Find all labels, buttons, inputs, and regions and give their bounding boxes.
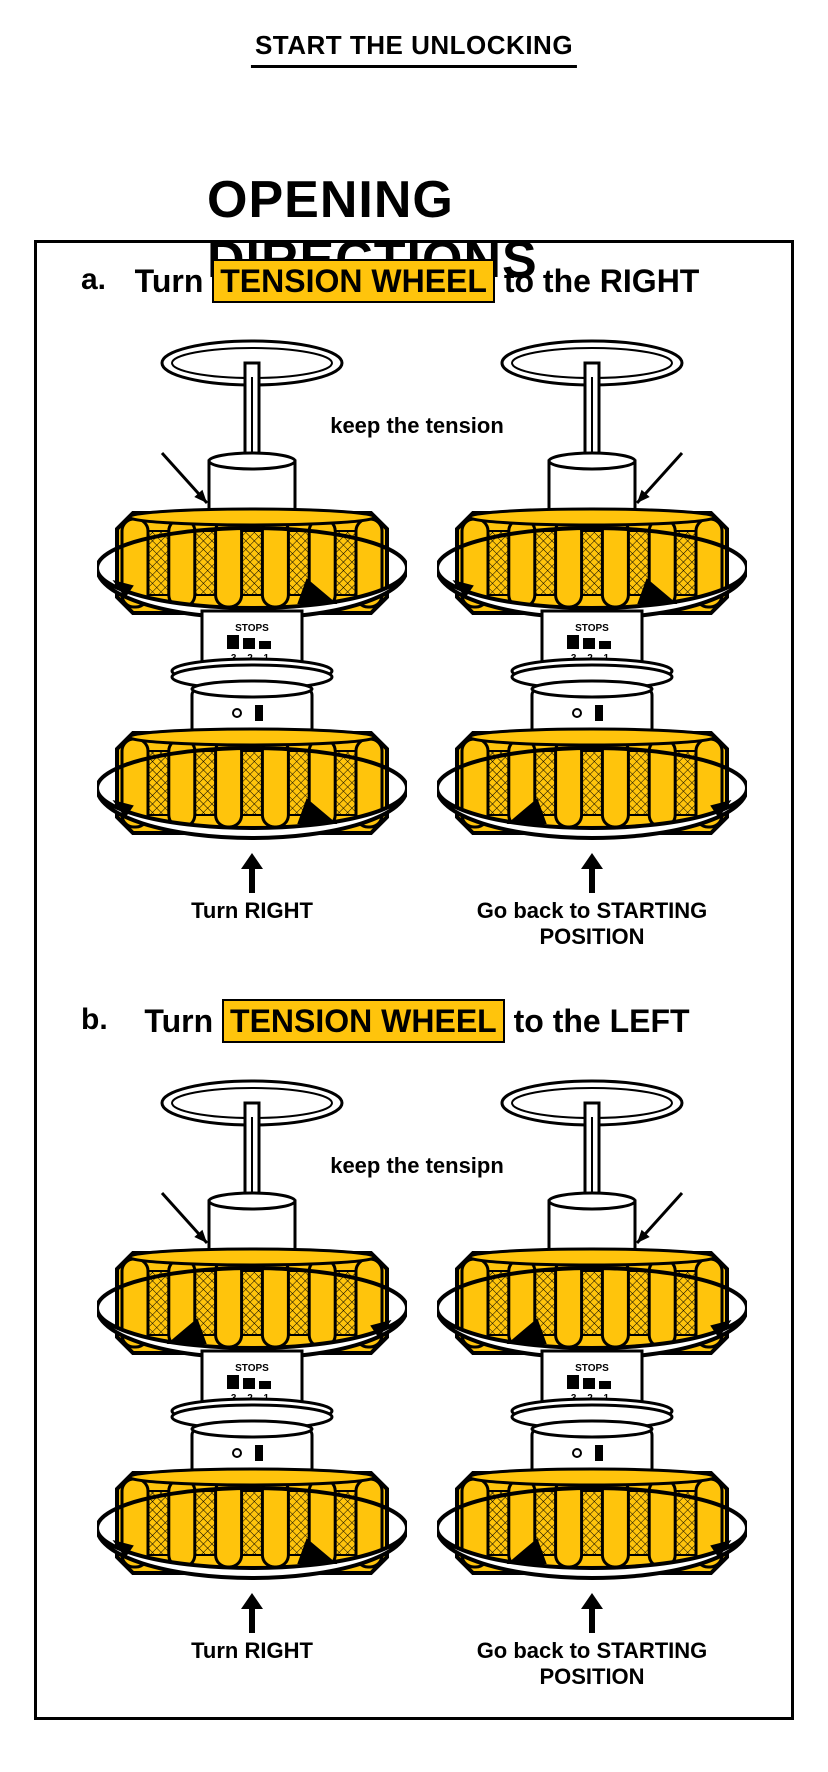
caption-a-right: Go back to STARTING POSITION bbox=[437, 898, 747, 950]
step-b-text-before: Turn bbox=[144, 1003, 222, 1039]
device-a-right: STOPS3 2 1 bbox=[437, 333, 747, 893]
up-arrow-a-right bbox=[577, 853, 607, 893]
step-a-text-before: Turn bbox=[135, 263, 213, 299]
step-a-heading: a. Turn TENSION WHEEL to the RIGHT bbox=[37, 263, 797, 300]
step-a-text-after: to the RIGHT bbox=[495, 263, 699, 299]
svg-text:STOPS: STOPS bbox=[575, 623, 609, 634]
step-b-heading: b. Turn TENSION WHEEL to the LEFT bbox=[37, 1003, 797, 1040]
step-b-letter: b. bbox=[81, 1003, 108, 1037]
up-arrow-a-left bbox=[237, 853, 267, 893]
step-b-text-after: to the LEFT bbox=[505, 1003, 690, 1039]
device-b-left: STOPS3 2 1 bbox=[97, 1073, 407, 1633]
step-b-highlight: TENSION WHEEL bbox=[222, 999, 505, 1043]
device-b-right: STOPS3 2 1 bbox=[437, 1073, 747, 1633]
device-b-left-svg: STOPS3 2 1 bbox=[97, 1073, 407, 1633]
panel-b: b. Turn TENSION WHEEL to the LEFT keep t… bbox=[37, 1003, 797, 1703]
svg-text:STOPS: STOPS bbox=[235, 623, 269, 634]
device-a-right-svg: STOPS3 2 1 bbox=[437, 333, 747, 893]
device-b-right-svg: STOPS3 2 1 bbox=[437, 1073, 747, 1633]
step-a-letter: a. bbox=[81, 263, 106, 297]
up-arrow-b-left bbox=[237, 1593, 267, 1633]
top-label: START THE UNLOCKING bbox=[251, 30, 577, 68]
instruction-frame: a. Turn TENSION WHEEL to the RIGHT keep … bbox=[34, 240, 794, 1720]
up-arrow-b-right bbox=[577, 1593, 607, 1633]
svg-text:STOPS: STOPS bbox=[235, 1363, 269, 1374]
step-a-highlight: TENSION WHEEL bbox=[212, 259, 495, 303]
svg-text:STOPS: STOPS bbox=[575, 1363, 609, 1374]
device-a-left-svg: STOPS3 2 1 bbox=[97, 333, 407, 893]
panel-a: a. Turn TENSION WHEEL to the RIGHT keep … bbox=[37, 263, 797, 963]
caption-b-left: Turn RIGHT bbox=[97, 1638, 407, 1664]
caption-b-right: Go back to STARTING POSITION bbox=[437, 1638, 747, 1690]
device-a-left: STOPS3 2 1 bbox=[97, 333, 407, 893]
caption-a-left: Turn RIGHT bbox=[97, 898, 407, 924]
